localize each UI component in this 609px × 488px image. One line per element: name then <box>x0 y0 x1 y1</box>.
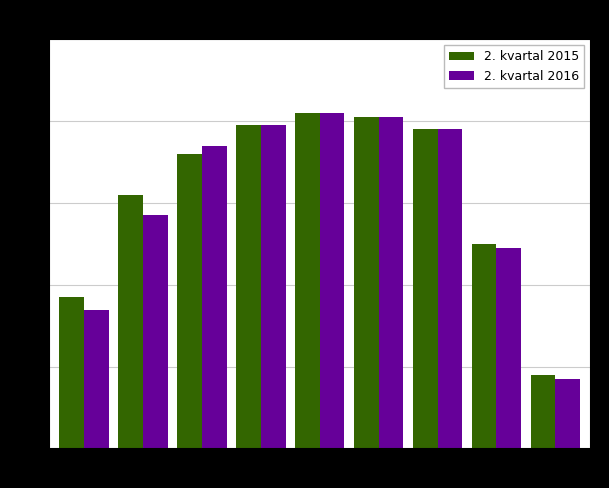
Bar <box>437 129 462 449</box>
Bar <box>295 113 320 449</box>
Bar <box>320 113 345 449</box>
Bar <box>84 309 109 449</box>
Bar <box>379 117 403 449</box>
Bar <box>555 379 580 449</box>
Legend: 2. kvartal 2015, 2. kvartal 2016: 2. kvartal 2015, 2. kvartal 2016 <box>444 45 585 87</box>
Bar <box>177 154 202 449</box>
Bar <box>496 248 521 449</box>
Bar <box>413 129 437 449</box>
Bar <box>236 125 261 449</box>
Bar <box>59 297 84 449</box>
Bar <box>354 117 379 449</box>
Bar <box>143 215 167 449</box>
Bar <box>202 145 227 449</box>
Bar <box>118 195 143 449</box>
Bar <box>472 244 496 449</box>
Bar <box>261 125 286 449</box>
Bar <box>530 375 555 449</box>
